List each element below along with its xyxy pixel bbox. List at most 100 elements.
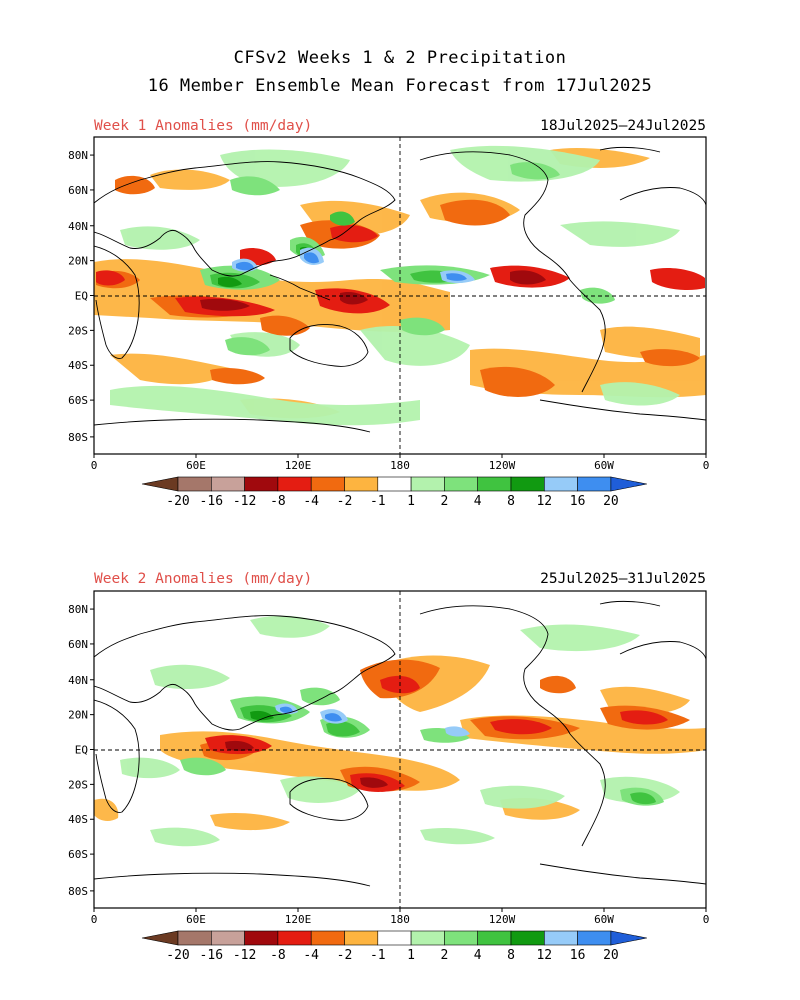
chart-title-line1: CFSv2 Weeks 1 & 2 Precipitation <box>233 48 567 68</box>
week1-colorbar-label: 12 <box>536 494 552 509</box>
week1-colorbar-swatch <box>577 476 612 492</box>
week1-lat-label: 40N <box>68 220 88 233</box>
week2-colorbar-swatch <box>344 930 379 946</box>
week2-colorbar-label: 4 <box>474 948 482 963</box>
week1-lat-label: EQ <box>75 290 88 303</box>
week1-colorbar-label: -8 <box>270 494 286 509</box>
week1-date-range: 18Jul2025—24Jul2025 <box>540 118 706 134</box>
week1-colorbar-swatch <box>277 476 312 492</box>
week1-lat-label: 20N <box>68 255 88 268</box>
week2-lat-label: 80S <box>68 885 88 898</box>
week2-colorbar-swatch <box>277 930 312 946</box>
week1-lon-label: 120E <box>285 459 312 472</box>
week1-lat-label: 80N <box>68 149 88 162</box>
week1-colorbar-swatch <box>177 476 212 492</box>
week1-lon-label: 120W <box>489 459 516 472</box>
week1-lat-label: 60N <box>68 184 88 197</box>
week2-colorbar-label: 1 <box>407 948 415 963</box>
week2-lon-label: 120E <box>285 913 312 926</box>
week1-colorbar-label: -20 <box>166 494 189 509</box>
week1-colorbar-label: 16 <box>570 494 586 509</box>
week2-date-range: 25Jul2025—31Jul2025 <box>540 571 706 587</box>
week2-lon-label: 60E <box>186 913 206 926</box>
week2-colorbar-swatch <box>377 930 412 946</box>
week1-colorbar-label: -16 <box>200 494 223 509</box>
week2-colorbar: -20 -16 -12 -8 -4 -2 -1 1 2 4 8 12 16 20 <box>141 930 647 963</box>
week1-lon-label: 60E <box>186 459 206 472</box>
week1-colorbar-label: -1 <box>370 494 386 509</box>
week2-colorbar-label: -20 <box>166 948 189 963</box>
week2-map: 80N 60N 40N 20N EQ 20S 40S 60S 80S 0 60E 120E 180 12… <box>68 590 710 926</box>
week2-colorbar-label: 12 <box>536 948 552 963</box>
week1-panel-label: Week 1 Anomalies (mm/day) <box>94 118 313 134</box>
week1-colorbar-label: 20 <box>603 494 619 509</box>
week1-colorbar-swatch <box>244 476 279 492</box>
week2-lon-label: 60W <box>594 913 614 926</box>
week2-colorbar-swatch <box>510 930 545 946</box>
week2-colorbar-swatch <box>244 930 279 946</box>
week2-coastlines <box>94 600 706 887</box>
week1-lat-label: 80S <box>68 431 88 444</box>
week2-lat-label: EQ <box>75 744 88 757</box>
week1-colorbar: -20 -16 -12 -8 -4 -2 -1 1 2 4 8 12 16 20 <box>141 476 647 509</box>
week1-map: 80N 60N 40N 20N EQ 20S 40S 60S 80S 0 60E 120E 180 12… <box>68 136 710 472</box>
week1-colorbar-swatch <box>310 476 345 492</box>
week1-lon-label: 180 <box>390 459 410 472</box>
week2-lon-axis: 0 60E 120E 180 120W 60W 0 <box>91 908 710 926</box>
week1-colorbar-swatch <box>410 476 445 492</box>
week2-colorbar-label: -8 <box>270 948 286 963</box>
week2-colorbar-swatch <box>477 930 512 946</box>
week2-colorbar-left-arrow <box>141 930 179 946</box>
week2-colorbar-label: -1 <box>370 948 386 963</box>
week1-colorbar-label: 4 <box>474 494 482 509</box>
week2-lon-label: 180 <box>390 913 410 926</box>
week2-colorbar-swatch <box>577 930 612 946</box>
week2-colorbar-swatch <box>543 930 578 946</box>
week2-colorbar-label: -2 <box>337 948 353 963</box>
week2-lat-label: 80N <box>68 603 88 616</box>
week1-colorbar-swatch <box>543 476 578 492</box>
week2-colorbar-swatch <box>310 930 345 946</box>
week2-lat-label: 60N <box>68 638 88 651</box>
week1-anomaly-field <box>94 145 706 433</box>
week2-lat-label: 60S <box>68 848 88 861</box>
week2-colorbar-label: -16 <box>200 948 223 963</box>
week1-lon-label: 0 <box>91 459 98 472</box>
week1-lon-label: 0 <box>703 459 710 472</box>
week2-lon-label: 120W <box>489 913 516 926</box>
week1-colorbar-label: -2 <box>337 494 353 509</box>
week2-colorbar-swatch <box>410 930 445 946</box>
week1-colorbar-swatch <box>211 476 245 492</box>
week2-colorbar-label: 20 <box>603 948 619 963</box>
week2-colorbar-label: 8 <box>507 948 515 963</box>
chart-title-line2: 16 Member Ensemble Mean Forecast from 17… <box>147 76 653 96</box>
week1-lat-label: 20S <box>68 324 88 337</box>
week2-colorbar-label: -4 <box>303 948 319 963</box>
week2-colorbar-swatch <box>211 930 245 946</box>
week2-lat-label: 40N <box>68 674 88 687</box>
week2-colorbar-label: 16 <box>570 948 586 963</box>
week1-lat-label: 60S <box>68 394 88 407</box>
week2-colorbar-swatch <box>444 930 478 946</box>
week1-colorbar-left-arrow <box>141 476 179 492</box>
week2-colorbar-label: -12 <box>233 948 256 963</box>
week1-colorbar-right-arrow <box>610 476 647 492</box>
week2-colorbar-right-arrow <box>610 930 647 946</box>
week1-colorbar-swatch <box>477 476 512 492</box>
week2-colorbar-swatch <box>177 930 212 946</box>
week2-colorbar-label: 2 <box>440 948 448 963</box>
week1-lon-label: 60W <box>594 459 614 472</box>
week2-lat-label: 40S <box>68 813 88 826</box>
week1-lat-label: 40S <box>68 359 88 372</box>
week1-colorbar-swatch <box>510 476 545 492</box>
week1-colorbar-swatch <box>344 476 379 492</box>
week2-lat-label: 20N <box>68 709 88 722</box>
week1-lon-axis: 0 60E 120E 180 120W 60W 0 <box>91 454 710 472</box>
week2-lon-label: 0 <box>703 913 710 926</box>
week1-lat-axis: 80N 60N 40N 20N EQ 20S 40S 60S 80S <box>68 149 94 444</box>
week1-colorbar-swatch <box>444 476 478 492</box>
week1-colorbar-label: -4 <box>303 494 319 509</box>
week1-colorbar-swatch <box>377 476 412 492</box>
week2-anomaly-field <box>94 600 706 887</box>
